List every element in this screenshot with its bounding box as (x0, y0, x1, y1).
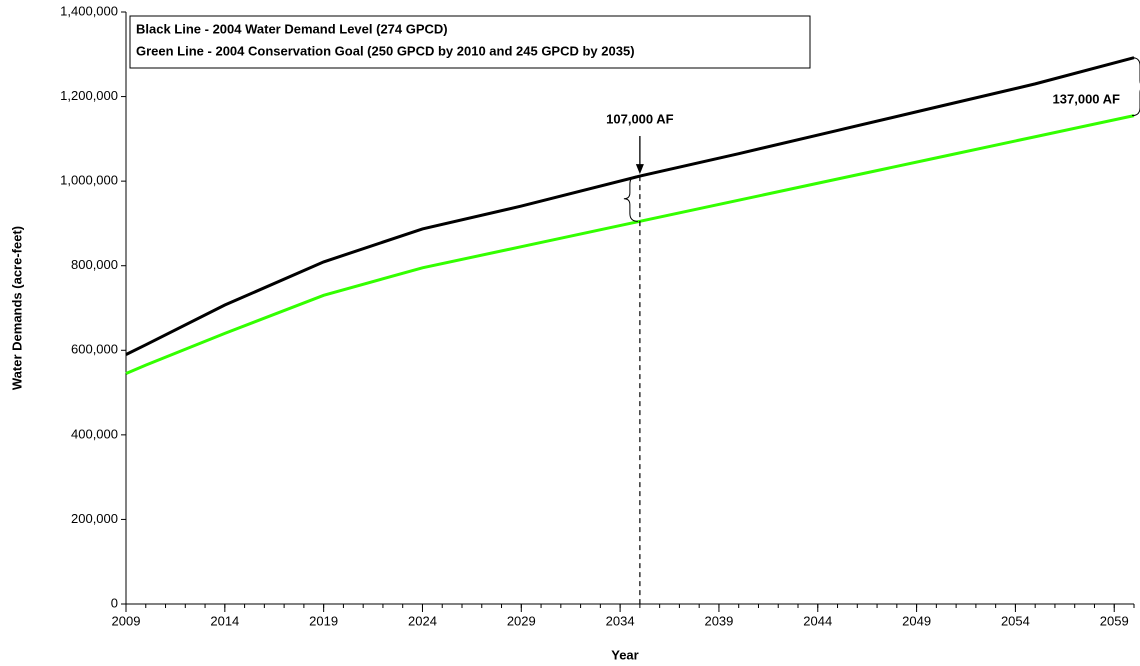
y-axis-label: Water Demands (acre-feet) (9, 226, 24, 390)
y-tick-label: 1,200,000 (60, 88, 118, 103)
arrow-head (635, 164, 644, 175)
x-tick-label: 2019 (309, 613, 338, 628)
y-tick-label: 1,400,000 (60, 3, 118, 18)
y-tick-label: 400,000 (71, 426, 118, 441)
annotation-label: 137,000 AF (1053, 91, 1121, 106)
x-tick-label: 2054 (1001, 613, 1030, 628)
x-tick-label: 2049 (902, 613, 931, 628)
annotation-label: 107,000 AF (606, 111, 674, 126)
brace (1131, 57, 1140, 117)
y-tick-label: 0 (111, 595, 118, 610)
legend-box (129, 15, 811, 69)
x-tick-label: 2009 (112, 613, 141, 628)
y-tick-label: 200,000 (71, 511, 118, 526)
y-tick-label: 800,000 (71, 257, 118, 272)
x-tick-label: 2044 (803, 613, 832, 628)
x-axis-label: Year (611, 647, 638, 662)
legend-entry: Black Line - 2004 Water Demand Level (27… (136, 21, 448, 36)
x-tick-label: 2029 (507, 613, 536, 628)
brace (623, 175, 638, 222)
x-tick-label: 2034 (606, 613, 635, 628)
x-tick-label: 2039 (704, 613, 733, 628)
y-tick-label: 1,000,000 (60, 173, 118, 188)
series-line (125, 56, 1135, 356)
y-tick-label: 600,000 (71, 342, 118, 357)
series-line (125, 114, 1135, 375)
legend-entry: Green Line - 2004 Conservation Goal (250… (136, 43, 635, 58)
x-tick-label: 2014 (210, 613, 239, 628)
x-tick-label: 2059 (1100, 613, 1129, 628)
x-tick-label: 2024 (408, 613, 437, 628)
